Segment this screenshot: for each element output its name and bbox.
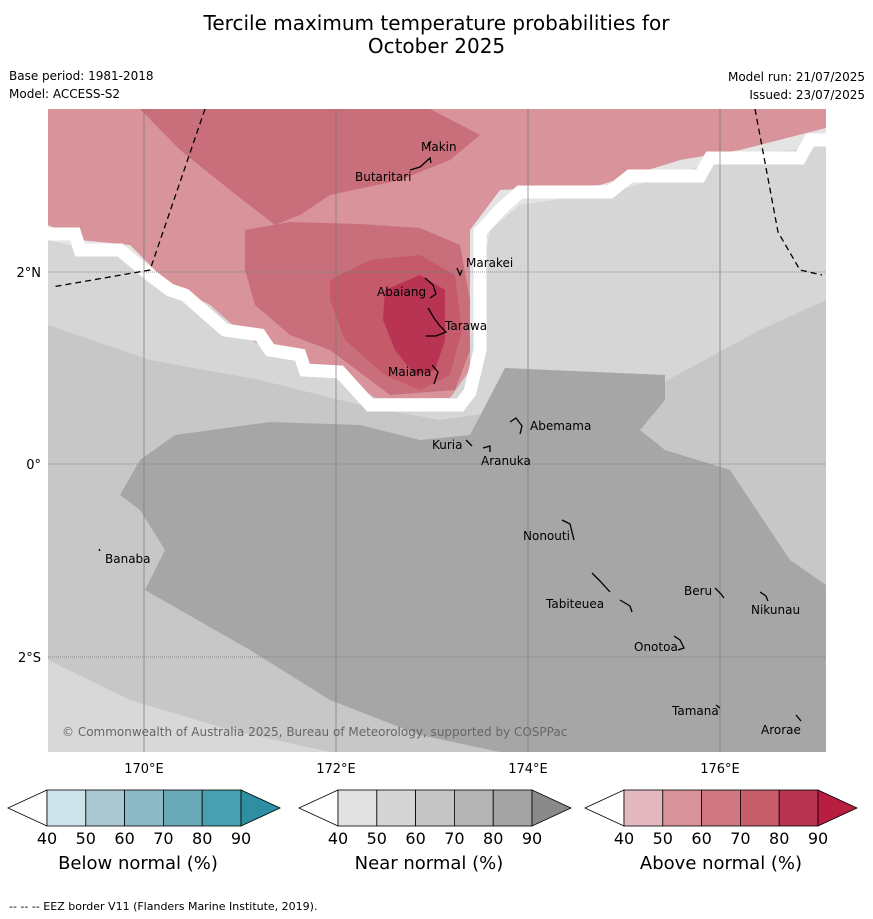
- colorbar: 40 50 60 70 80 90: [584, 789, 858, 848]
- colorbar-tick-label: 90: [231, 829, 251, 848]
- model-name: Model: ACCESS-S2: [9, 87, 121, 101]
- chart-title: Tercile maximum temperature probabilitie…: [0, 12, 873, 58]
- colorbar-tick-label: 50: [76, 829, 96, 848]
- above-normal-60-north-region: [48, 109, 480, 225]
- place-label: Butaritari: [355, 170, 412, 184]
- place-label: Onotoa: [634, 640, 678, 654]
- place-label: Banaba: [105, 552, 151, 566]
- colorbar-tick-label: 50: [653, 829, 673, 848]
- colorbars: 40 50 60 70 80 90 40 50 60 70 80 90 40 50 60 70 80 90: [7, 789, 858, 848]
- colorbar-segment: [376, 789, 416, 827]
- x-tick-label: 174°E: [508, 762, 548, 777]
- place-label: Makin: [421, 140, 457, 154]
- y-tick-label: 0°: [26, 458, 41, 473]
- colorbar-tick-label: 90: [808, 829, 828, 848]
- colorbar-tick-label: 90: [522, 829, 542, 848]
- colorbar-tick-label: 80: [483, 829, 503, 848]
- colorbar-under-triangle: [584, 789, 625, 827]
- model-run: Model run: 21/07/2025: [727, 70, 865, 84]
- title-line-2: October 2025: [367, 34, 506, 58]
- colorbar-tick-label: 70: [730, 829, 750, 848]
- grid-lines: [48, 109, 826, 752]
- colorbar-tick-label: 40: [614, 829, 634, 848]
- place-label: Beru: [684, 584, 712, 598]
- colorbar-segment: [740, 789, 780, 827]
- colorbar-segment: [162, 789, 203, 827]
- colorbar-tick-label: 60: [114, 829, 134, 848]
- near-normal-label: Near normal (%): [354, 853, 504, 874]
- colorbar-over-triangle: [531, 789, 572, 827]
- place-label: Nikunau: [751, 603, 800, 617]
- colorbar-segment: [662, 789, 702, 827]
- place-label: Arorae: [761, 723, 801, 737]
- x-tick-label: 176°E: [700, 762, 740, 777]
- colorbar-tick-label: 80: [192, 829, 212, 848]
- above-normal-label: Above normal (%): [639, 853, 803, 874]
- place-label: Nonouti: [523, 529, 570, 543]
- colorbar-under-triangle: [7, 789, 48, 827]
- colorbar: 40 50 60 70 80 90: [7, 789, 281, 848]
- place-label: Aranuka: [481, 454, 531, 468]
- island-outlines: [98, 140, 802, 722]
- colorbar-under-triangle: [298, 789, 339, 827]
- colorbar-segment: [201, 789, 242, 827]
- x-tick-label: 172°E: [316, 762, 356, 777]
- place-label: Abemama: [530, 419, 591, 433]
- near-normal-40-corner: [48, 660, 330, 752]
- place-label: Marakei: [466, 256, 513, 270]
- colorbar-tick-label: 60: [691, 829, 711, 848]
- eez-border: [51, 109, 823, 288]
- base-period: Base period: 1981-2018: [9, 69, 154, 83]
- issued-date: Issued: 23/07/2025: [749, 88, 865, 102]
- map-area: Makin Butaritari Marakei Abaiang Tarawa …: [48, 109, 826, 752]
- x-tick-label: 170°E: [124, 762, 164, 777]
- colorbar: 40 50 60 70 80 90: [298, 789, 572, 848]
- colorbar-segment: [124, 789, 164, 827]
- place-label: Maiana: [388, 365, 431, 379]
- colorbar-segment: [623, 789, 664, 827]
- colorbar-over-triangle: [240, 789, 281, 827]
- colorbar-tick-label: 70: [444, 829, 464, 848]
- below-normal-label: Below normal (%): [58, 853, 218, 874]
- place-label: Tamana: [671, 704, 719, 718]
- place-label: Tabiteuea: [545, 597, 604, 611]
- axis-labels: 170°E 172°E 174°E 176°E 2°N 0° 2°S: [17, 266, 740, 777]
- colorbar-tick-label: 40: [328, 829, 348, 848]
- place-labels: Makin Butaritari Marakei Abaiang Tarawa …: [105, 140, 801, 737]
- above-normal-80-region: [383, 275, 445, 375]
- colorbar-tick-label: 60: [405, 829, 425, 848]
- place-label: Abaiang: [377, 285, 426, 299]
- y-tick-label: 2°S: [18, 651, 41, 666]
- colorbar-tick-label: 70: [153, 829, 173, 848]
- eez-footnote: -- -- -- EEZ border V11 (Flanders Marine…: [9, 900, 318, 913]
- colorbar-segment: [46, 789, 87, 827]
- colorbar-segment: [337, 789, 378, 827]
- colorbar-segment: [701, 789, 741, 827]
- place-label: Tarawa: [444, 319, 487, 333]
- copyright-notice: © Commonwealth of Australia 2025, Bureau…: [62, 725, 567, 739]
- place-label: Kuria: [432, 438, 463, 452]
- white-contour-boundary: [48, 133, 826, 412]
- colorbar-tick-label: 80: [769, 829, 789, 848]
- y-tick-label: 2°N: [17, 266, 42, 281]
- colorbar-tick-label: 40: [37, 829, 57, 848]
- colorbar-segment: [778, 789, 819, 827]
- colorbar-segment: [492, 789, 533, 827]
- colorbar-segment: [85, 789, 126, 827]
- colorbar-segment: [453, 789, 494, 827]
- colorbar-over-triangle: [817, 789, 858, 827]
- colorbar-segment: [415, 789, 455, 827]
- title-line-1: Tercile maximum temperature probabilitie…: [203, 11, 670, 35]
- colorbar-tick-label: 50: [367, 829, 387, 848]
